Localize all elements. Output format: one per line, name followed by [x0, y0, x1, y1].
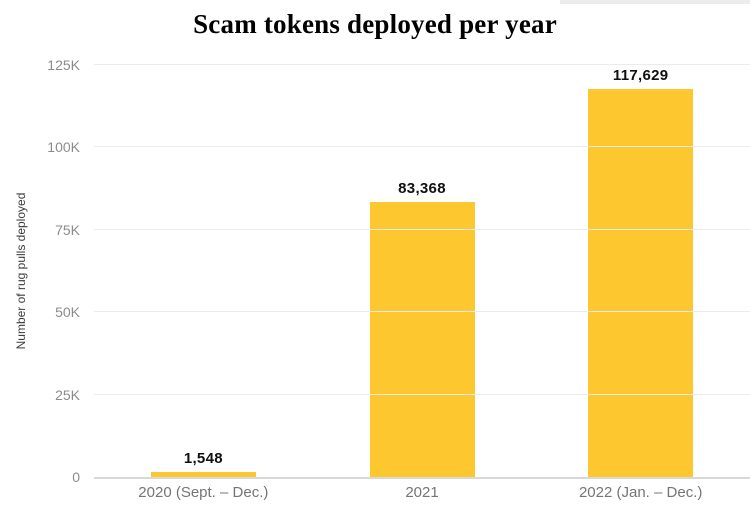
gridline — [94, 64, 750, 65]
gridline — [94, 393, 750, 395]
bar-group: 83,368 — [313, 65, 532, 477]
gridline — [94, 146, 750, 148]
x-axis-tick-labels: 2020 (Sept. – Dec.) 2021 2022 (Jan. – Dec.… — [94, 484, 750, 501]
y-tick-label: 100K — [47, 139, 80, 156]
bar-value-label: 1,548 — [183, 449, 223, 467]
y-tick-label: 25K — [55, 386, 80, 403]
bars-container: 1,548 83,368 117,629 — [94, 65, 750, 477]
y-tick-label: 75K — [55, 221, 80, 238]
bar[interactable] — [588, 89, 694, 477]
chart-title: Scam tokens deployed per year — [193, 9, 557, 39]
screenshot-artifact-strip — [560, 0, 750, 4]
gridline — [94, 228, 750, 230]
bar[interactable] — [150, 471, 256, 477]
x-tick-label: 2020 (Sept. – Dec.) — [138, 484, 269, 501]
x-tick-label: 2021 — [405, 484, 439, 501]
y-tick-label: 0 — [72, 469, 80, 485]
bar-group: 117,629 — [531, 65, 750, 477]
bar-group: 1,548 — [94, 65, 313, 477]
bar-value-label: 117,629 — [612, 67, 669, 85]
x-tick-label: 2022 (Jan. – Dec.) — [578, 484, 703, 501]
y-tick-label: 50K — [55, 304, 80, 321]
bar-value-label: 83,368 — [398, 180, 446, 198]
y-tick-label: 125K — [47, 57, 80, 73]
gridline — [94, 311, 750, 313]
y-axis-tick-labels: 0 25K 50K 75K 100K 125K — [0, 57, 80, 485]
plot-area: 1,548 83,368 117,629 — [94, 64, 750, 479]
bar[interactable] — [369, 202, 475, 477]
